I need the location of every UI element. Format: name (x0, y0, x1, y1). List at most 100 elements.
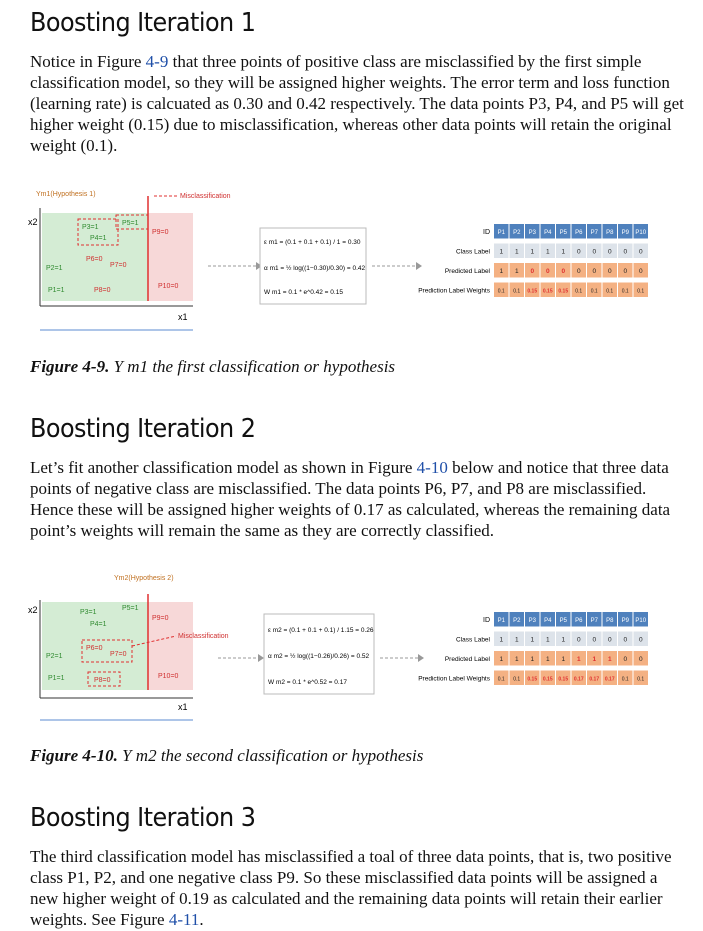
header-cell (525, 612, 540, 627)
table-cell-text: 0.15 (558, 677, 568, 683)
header-cell (602, 612, 617, 627)
point-p10: P10=0 (158, 283, 179, 290)
table-cell (540, 282, 555, 297)
table-cell-text: 0 (623, 637, 627, 644)
header-cell (571, 612, 586, 627)
region-positive (42, 213, 148, 301)
caption-label: Figure 4-10. (30, 746, 118, 765)
figure-link[interactable]: 4-11 (168, 910, 200, 929)
weights-table: ID P1 P2 P3 P4 P5 P6 P7 P8 P9 P10 Class Label 1 1 1 1 1 0… (418, 612, 648, 685)
point-p1: P1=1 (48, 675, 65, 682)
row-label: Predicted Label (445, 268, 491, 275)
row-label: Prediction Label Weights (418, 676, 491, 683)
hypothesis-label: Ym2(Hypothesis 2) (114, 575, 174, 582)
misclass-box (81, 639, 133, 663)
header-cell-text: P2 (513, 230, 521, 236)
equation-alpha: α m2 = ½ log((1−0.26)/0.26) = 0.52 (268, 652, 370, 660)
point-p3: P3=1 (82, 224, 99, 231)
header-cell-text: P1 (498, 230, 506, 236)
figure-link[interactable]: 4-10 (416, 458, 448, 477)
equation-alpha: α m1 = ½ log((1−0.30)/0.30) = 0.42 (264, 264, 366, 272)
figure-link[interactable]: 4-9 (145, 52, 169, 71)
paragraph-3: The third classification model has miscl… (30, 846, 685, 930)
table-cell-text: 0.1 (591, 289, 598, 295)
paragraph-2: Let’s fit another classification model a… (30, 457, 685, 541)
header-cell-text: P6 (575, 618, 583, 624)
table-cell (587, 243, 602, 258)
table-cell-text: 0 (623, 249, 627, 256)
table-cell-text: 1 (499, 249, 503, 256)
table-cell (633, 670, 648, 685)
table-cell-text: 0 (608, 268, 612, 275)
header-cell (618, 612, 633, 627)
table-cell-text: 0.17 (589, 677, 599, 683)
table-cell (525, 670, 540, 685)
table-cell-text: 0.1 (637, 677, 644, 683)
table-cell (494, 263, 509, 278)
table-cell (633, 631, 648, 646)
table-cell (509, 651, 524, 666)
section-heading-1: Boosting Iteration 1 (30, 8, 256, 38)
table-cell-text: 0 (577, 637, 581, 644)
table-cell (556, 631, 571, 646)
header-cell-text: P3 (529, 230, 537, 236)
table-cell (602, 243, 617, 258)
table-cell (618, 263, 633, 278)
text: The third classification model has miscl… (30, 847, 672, 929)
header-cell (525, 224, 540, 239)
table-cell-text: 1 (561, 656, 565, 663)
table-cell (602, 651, 617, 666)
text: that three points of positive class are … (30, 52, 684, 155)
point-p2: P2=1 (46, 653, 63, 660)
header-cell (494, 612, 509, 627)
header-cell (633, 612, 648, 627)
table-cell-text: 1 (608, 656, 612, 663)
header-cell (509, 224, 524, 239)
table-cell (540, 670, 555, 685)
table-cell (540, 263, 555, 278)
table-cell-text: 0 (608, 249, 612, 256)
table-cell (556, 263, 571, 278)
table-cell (587, 670, 602, 685)
header-cell (540, 224, 555, 239)
table-cell-text: 1 (515, 637, 519, 644)
table-cell-text: 1 (499, 656, 503, 663)
row-label: Class Label (456, 249, 491, 256)
table-cell (633, 263, 648, 278)
table-cell-text: 1 (515, 656, 519, 663)
table-cell (633, 651, 648, 666)
header-cell (618, 224, 633, 239)
point-p4: P4=1 (90, 621, 107, 628)
table-cell-text: 0 (592, 637, 596, 644)
misclass-box (87, 671, 121, 687)
table-cell-text: 0.1 (622, 677, 629, 683)
misclass-box (77, 218, 119, 246)
point-p6: P6=0 (86, 645, 103, 652)
table-cell-text: 0 (577, 249, 581, 256)
header-cell-text: P9 (622, 230, 630, 236)
table-cell (571, 670, 586, 685)
table-cell-text: 1 (530, 637, 534, 644)
table-cell-text: 1 (546, 656, 550, 663)
axis-label-x2: x2 (28, 605, 38, 615)
text: Let’s fit another classification model a… (30, 458, 417, 477)
table-cell-text: 1 (561, 637, 565, 644)
table-cell-text: 0 (623, 656, 627, 663)
table-cell (509, 670, 524, 685)
table-cell-text: 0 (530, 268, 534, 275)
header-cell (571, 224, 586, 239)
header-cell-text: P9 (622, 618, 630, 624)
table-cell (509, 263, 524, 278)
table-cell (633, 282, 648, 297)
table-cell (494, 631, 509, 646)
point-p8: P8=0 (94, 287, 111, 294)
table-cell (494, 282, 509, 297)
point-p5: P5=1 (122, 605, 139, 612)
table-cell (525, 263, 540, 278)
table-cell-text: 0.1 (575, 289, 582, 295)
region-negative (148, 213, 193, 301)
equation-box (259, 227, 367, 305)
header-cell (556, 224, 571, 239)
table-cell-text: 1 (530, 656, 534, 663)
table-cell-text: 1 (499, 637, 503, 644)
